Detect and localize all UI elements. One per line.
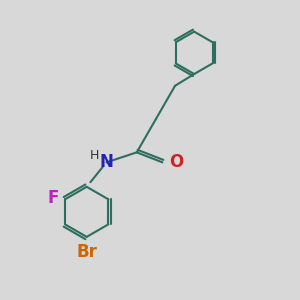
Text: Br: Br bbox=[76, 243, 97, 261]
Text: N: N bbox=[100, 153, 114, 171]
Text: O: O bbox=[169, 153, 183, 171]
Text: H: H bbox=[89, 149, 99, 162]
Text: F: F bbox=[47, 189, 58, 207]
